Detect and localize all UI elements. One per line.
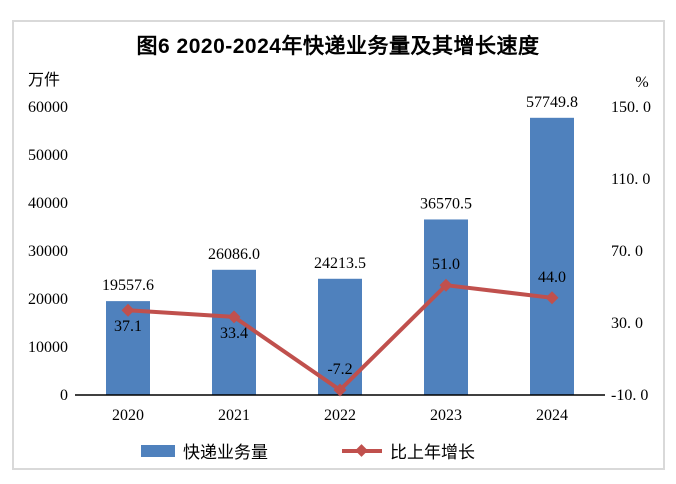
bar-value-label: 36570.5 — [420, 195, 472, 212]
bar-value-label: 26086.0 — [208, 246, 260, 263]
line-value-label: -7.2 — [327, 361, 352, 378]
bar-2024 — [530, 117, 574, 395]
line-marker-2020 — [121, 303, 135, 317]
line-marker-2022 — [333, 383, 347, 397]
right-axis-unit-label: % — [635, 74, 649, 91]
right-axis-tick-label: 70. 0 — [611, 243, 643, 260]
left-axis-tick-label: 0 — [60, 387, 68, 404]
line-series-legend-label: 比上年增长 — [390, 443, 475, 462]
left-axis-tick-label: 10000 — [28, 339, 68, 356]
line-value-label: 37.1 — [114, 318, 142, 335]
left-axis-tick-label: 50000 — [28, 147, 68, 164]
x-tick-label-2021: 2021 — [218, 407, 250, 424]
chart-title: 图6 2020-2024年快递业务量及其增长速度 — [136, 35, 540, 58]
line-marker-2024 — [545, 291, 559, 305]
legend: 快递业务量 比上年增长 — [0, 438, 616, 463]
bar-2020 — [106, 301, 150, 395]
left-axis-unit-label: 万件 — [28, 72, 61, 89]
bar-series-swatch — [141, 444, 175, 457]
legend-item-line: 比上年增长 — [342, 438, 475, 463]
line-swatch-diamond-marker — [355, 443, 368, 457]
left-axis-tick-label: 60000 — [28, 99, 68, 116]
bar-2021 — [212, 269, 256, 395]
left-axis-tick-label: 40000 — [28, 195, 68, 212]
bar-value-label: 57749.8 — [526, 94, 578, 111]
legend-item-bar: 快递业务量 — [141, 438, 268, 463]
right-axis-tick-label: 30. 0 — [611, 315, 643, 332]
line-value-label: 44.0 — [538, 269, 566, 286]
x-tick-label-2023: 2023 — [430, 407, 462, 424]
x-tick-label-2024: 2024 — [536, 407, 568, 424]
right-axis-tick-label: 110. 0 — [611, 171, 650, 188]
x-tick-label-2020: 2020 — [112, 407, 144, 424]
line-marker-2023 — [439, 278, 453, 292]
line-marker-2021 — [227, 310, 241, 324]
bar-series-legend-label: 快递业务量 — [183, 443, 268, 462]
line-value-label: 33.4 — [220, 325, 248, 342]
x-tick-label-2022: 2022 — [324, 407, 356, 424]
left-axis-tick-label: 30000 — [28, 243, 68, 260]
bar-2023 — [424, 219, 468, 395]
left-axis-tick-label: 20000 — [28, 291, 68, 308]
bar-value-label: 24213.5 — [314, 255, 366, 272]
bar-value-label: 19557.6 — [102, 277, 154, 294]
line-value-label: 51.0 — [432, 256, 460, 273]
right-axis-tick-label: 150. 0 — [611, 99, 651, 116]
right-axis-tick-label: -10. 0 — [611, 387, 648, 404]
line-series-swatch — [342, 443, 382, 457]
